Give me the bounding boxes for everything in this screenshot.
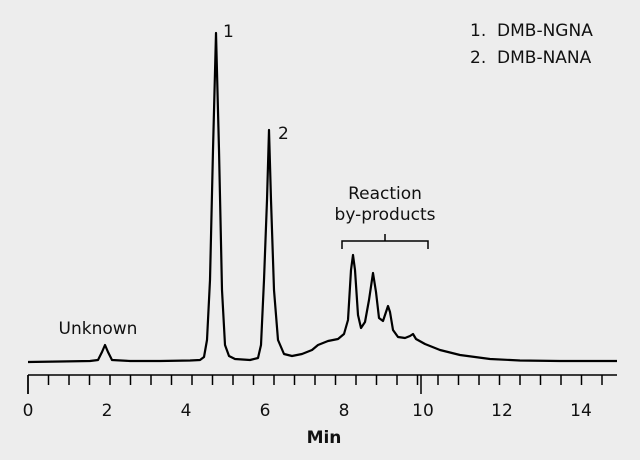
peak-2-label: 2 [278, 124, 289, 144]
x-tick-label: 2 [102, 401, 113, 421]
byproducts-label-line1: Reaction [348, 184, 422, 204]
x-tick-label: 14 [570, 401, 592, 421]
legend-entry-2: 2. DMB-NANA [470, 48, 592, 68]
x-tick-label: 8 [339, 401, 350, 421]
peak-1-label: 1 [223, 22, 234, 42]
x-tick-label: 12 [491, 401, 513, 421]
unknown-peak-label: Unknown [59, 319, 138, 339]
x-tick-label: 10 [412, 401, 434, 421]
x-tick-label: 0 [23, 401, 34, 421]
legend-entry-1: 1. DMB-NGNA [470, 21, 593, 41]
chromatogram-trace [27, 31, 617, 364]
x-axis-ticks [27, 375, 603, 394]
x-tick-label: 6 [260, 401, 271, 421]
x-tick-labels: 0 2 4 6 8 10 12 14 [23, 401, 592, 421]
byproducts-bracket [341, 234, 429, 249]
byproducts-label-line2: by-products [335, 205, 436, 225]
x-axis-label: Min [307, 428, 342, 448]
x-tick-label: 4 [181, 401, 192, 421]
